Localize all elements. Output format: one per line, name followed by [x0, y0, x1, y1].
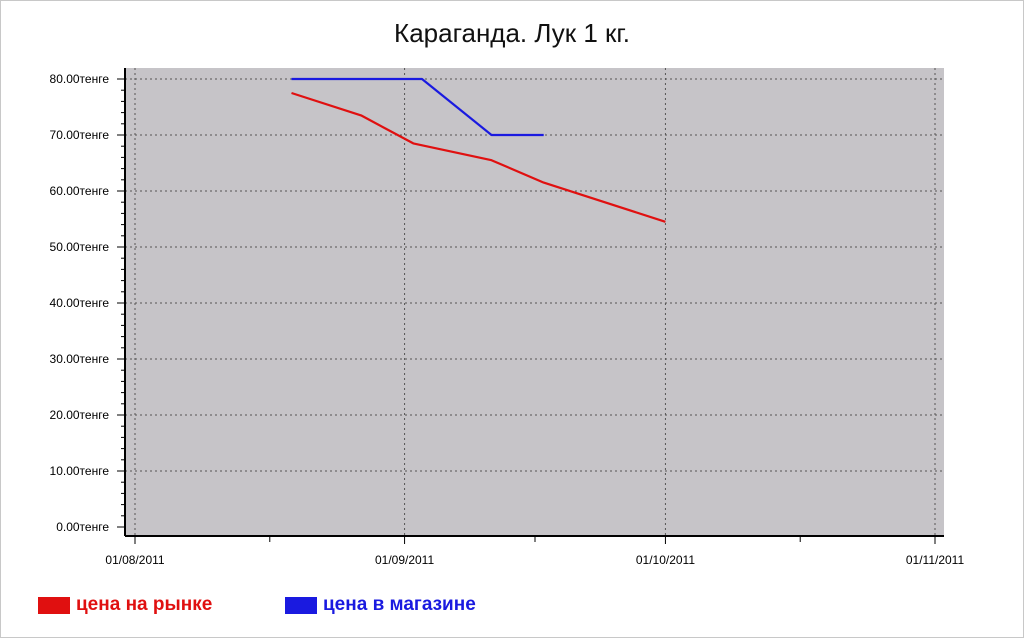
- grid-lines: [125, 68, 944, 536]
- legend-label-store: цена в магазине: [323, 594, 476, 615]
- tick-labels: 0.00тенге 10.00тенге 20.00тенге 30.00тенге 4…: [50, 72, 965, 567]
- x-tick-label: 01/11/2011: [906, 553, 965, 567]
- legend-label-market: цена на рынке: [76, 594, 213, 615]
- legend-item-store: цена в магазине: [285, 592, 476, 618]
- legend-item-market: цена на рынке: [38, 592, 212, 618]
- chart-title: Караганда. Лук 1 кг.: [394, 18, 630, 48]
- x-tick-label: 01/09/2011: [375, 553, 434, 567]
- x-tick-label: 01/10/2011: [636, 553, 695, 567]
- y-tick-label: 70.00тенге: [50, 128, 110, 142]
- y-tick-label: 0.00тенге: [56, 520, 109, 534]
- legend-swatch-store: [285, 596, 317, 614]
- tick-marks: [117, 78, 936, 544]
- plot-area: [125, 68, 944, 536]
- series-line-1: [291, 77, 544, 137]
- legend-swatch-market: [38, 596, 70, 614]
- series-line-0: [291, 91, 666, 223]
- x-tick-label: 01/08/2011: [105, 553, 164, 567]
- y-tick-label: 80.00тенге: [50, 72, 110, 86]
- y-tick-label: 30.00тенге: [50, 352, 110, 366]
- series-lines: [291, 77, 666, 223]
- y-tick-label: 50.00тенге: [50, 240, 110, 254]
- y-tick-label: 40.00тенге: [50, 296, 110, 310]
- y-tick-label: 20.00тенге: [50, 408, 110, 422]
- y-tick-label: 10.00тенге: [50, 464, 110, 478]
- y-tick-label: 60.00тенге: [50, 184, 110, 198]
